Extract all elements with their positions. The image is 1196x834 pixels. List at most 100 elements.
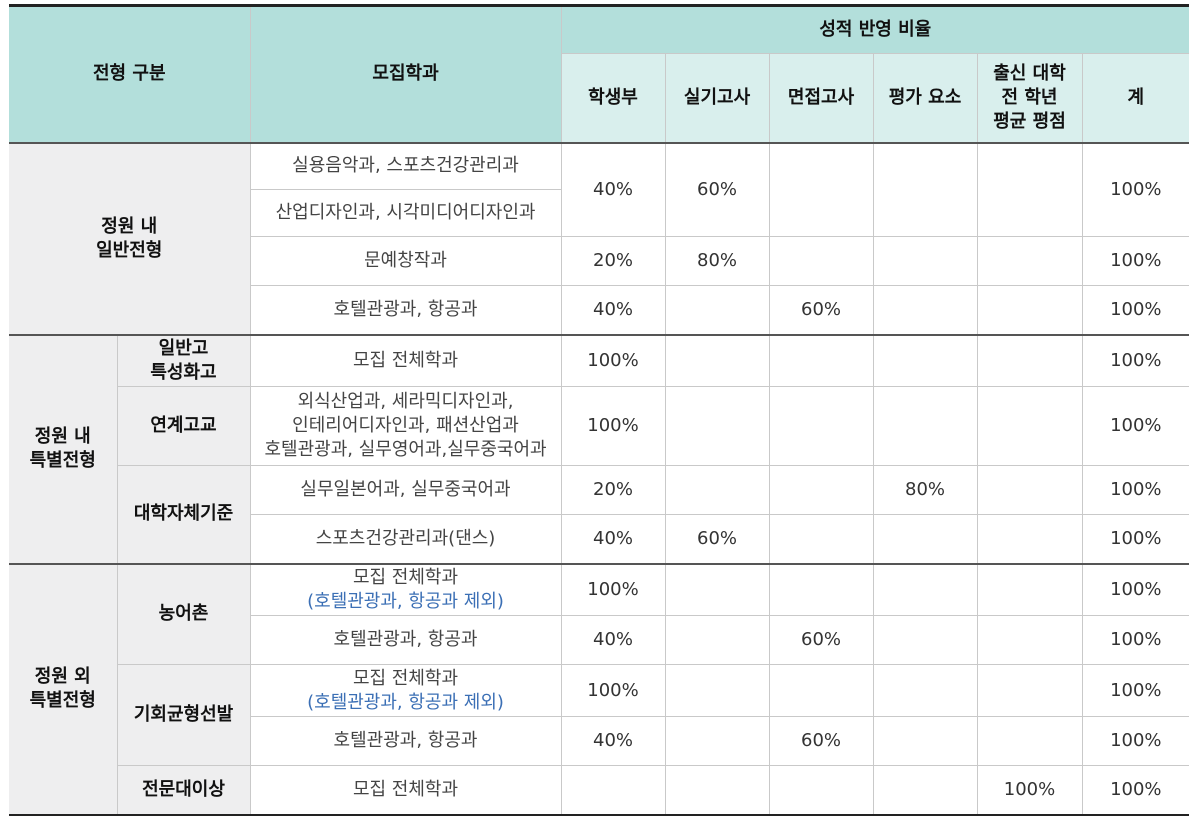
subtype-label-line2: 특성화고	[150, 361, 217, 383]
header-university-gpa-line3: 평균 평점	[993, 110, 1066, 132]
department-cell: 모집 전체학과 (호텔관광과, 항공과 제외)	[249, 562, 562, 616]
admission-score-table: 전형 구분 모집학과 성적 반영 비율 학생부 실기고사 면접고사 평가 요소 …	[9, 4, 1190, 816]
group-label-line1: 정원 외	[34, 666, 91, 687]
ratio-cell	[872, 716, 978, 766]
table-row: 대학자체기준 실무일본어과, 실무중국어과 20% 80% 100%	[9, 465, 1190, 564]
header-university-gpa-line1: 출신 대학	[993, 62, 1066, 84]
department-cell: 외식산업과, 세라믹디자인과, 인테리어디자인과, 패션산업과 호텔관광과, 실…	[249, 386, 562, 466]
ratio-cell	[768, 386, 874, 466]
ratio-cell	[872, 765, 978, 815]
ratio-cell	[976, 664, 1083, 717]
ratio-cell: 100%	[560, 386, 666, 466]
header-row-top: 전형 구분 모집학과 성적 반영 비율	[9, 5, 1190, 143]
ratio-cell: 60%	[664, 141, 770, 237]
ratio-cell	[768, 465, 874, 515]
header-total: 계	[1081, 53, 1190, 143]
ratio-cell	[976, 386, 1083, 466]
table-row: 호텔관광과, 항공과 40% 60% 100%	[9, 285, 1190, 335]
ratio-cell: 100%	[560, 664, 666, 717]
table-row: 정원 내 일반전형 실용음악과, 스포츠건강관리과 40% 60% 100%	[9, 141, 1190, 335]
table-row: 전문대이상 모집 전체학과 100% 100%	[9, 765, 1190, 815]
total-cell: 100%	[1081, 716, 1190, 766]
subtype-rural: 농어촌	[116, 562, 251, 665]
header-university-gpa: 출신 대학 전 학년 평균 평점	[976, 53, 1083, 143]
total-cell: 100%	[1081, 664, 1190, 717]
department-cell: 실용음악과, 스포츠건강관리과	[249, 141, 562, 190]
ratio-cell	[768, 333, 874, 387]
ratio-cell: 40%	[560, 285, 666, 335]
table-row: 스포츠건강관리과(댄스) 40% 60% 100%	[9, 514, 1190, 564]
subtype-university-criteria: 대학자체기준	[117, 465, 251, 564]
ratio-cell	[872, 562, 978, 616]
ratio-cell	[872, 615, 978, 665]
ratio-cell	[976, 285, 1083, 335]
department-line: 호텔관광과, 실무영어과,실무중국어과	[264, 439, 547, 460]
department-note: (호텔관광과, 항공과 제외)	[307, 691, 504, 713]
header-department: 모집학과	[249, 5, 562, 143]
ratio-cell	[976, 615, 1083, 665]
subtype-college-graduate: 전문대이상	[117, 765, 251, 815]
ratio-cell	[872, 386, 978, 466]
ratio-cell	[976, 236, 1083, 286]
ratio-cell	[976, 716, 1083, 766]
department-cell: 모집 전체학과	[249, 765, 562, 815]
department-cell: 모집 전체학과	[249, 333, 562, 387]
ratio-cell	[872, 514, 978, 564]
ratio-cell	[976, 465, 1083, 515]
ratio-cell: 40%	[560, 716, 666, 766]
department-note: (호텔관광과, 항공과 제외)	[307, 590, 504, 612]
ratio-cell	[664, 465, 770, 515]
total-cell: 100%	[1081, 386, 1190, 466]
subtype-general-vocational: 일반고 특성화고	[116, 333, 251, 387]
table-row: 정원 내 특별전형 일반고 특성화고 모집 전체학과 100% 100%	[9, 333, 1190, 564]
ratio-cell	[976, 562, 1083, 616]
group-extra-special: 정원 외 특별전형	[9, 562, 118, 815]
department-cell: 호텔관광과, 항공과	[250, 285, 562, 335]
header-interview: 면접고사	[768, 53, 874, 143]
department-cell: 호텔관광과, 항공과	[250, 716, 562, 766]
department-line: 외식산업과, 세라믹디자인과,	[297, 391, 514, 412]
ratio-cell: 40%	[560, 141, 666, 237]
total-cell: 100%	[1081, 765, 1190, 815]
ratio-cell: 100%	[560, 562, 666, 616]
table-row: 정원 외 특별전형 농어촌 모집 전체학과 (호텔관광과, 항공과 제외) 10…	[9, 562, 1190, 815]
department-line: 모집 전체학과	[352, 667, 459, 689]
ratio-cell: 60%	[664, 514, 770, 564]
total-cell: 100%	[1081, 333, 1190, 387]
header-score-ratio: 성적 반영 비율	[560, 5, 1190, 54]
ratio-cell: 20%	[560, 236, 666, 286]
ratio-cell	[664, 615, 770, 665]
ratio-cell	[872, 333, 978, 387]
table-row: 연계고교 외식산업과, 세라믹디자인과, 인테리어디자인과, 패션산업과 호텔관…	[9, 386, 1190, 466]
subtype-opportunity-balance: 기회균형선발	[117, 664, 251, 766]
ratio-cell: 20%	[560, 465, 666, 515]
ratio-cell	[768, 765, 874, 815]
total-cell: 100%	[1081, 562, 1190, 616]
ratio-cell	[872, 285, 978, 335]
ratio-cell: 100%	[560, 333, 666, 387]
ratio-cell	[664, 765, 770, 815]
ratio-cell	[768, 562, 874, 616]
ratio-cell: 80%	[664, 236, 770, 286]
total-cell: 100%	[1081, 285, 1190, 335]
table-row: 기회균형선발 모집 전체학과 (호텔관광과, 항공과 제외) 100% 100%	[9, 664, 1190, 766]
total-cell: 100%	[1081, 141, 1190, 237]
group-label-line2: 특별전형	[29, 690, 96, 711]
header-practical-exam: 실기고사	[664, 53, 770, 143]
ratio-cell: 40%	[560, 514, 666, 564]
admission-table-wrapper: 전형 구분 모집학과 성적 반영 비율 학생부 실기고사 면접고사 평가 요소 …	[9, 4, 1190, 816]
ratio-cell	[768, 514, 874, 564]
header-school-record: 학생부	[561, 53, 666, 143]
department-cell: 호텔관광과, 항공과	[250, 615, 562, 665]
ratio-cell	[872, 236, 978, 286]
total-cell: 100%	[1081, 236, 1190, 286]
table-row: 산업디자인과, 시각미디어디자인과	[9, 189, 1189, 237]
ratio-cell	[664, 716, 770, 766]
ratio-cell	[872, 664, 978, 717]
header-admission-type: 전형 구분	[9, 5, 251, 143]
ratio-cell	[664, 562, 770, 616]
group-label-line2: 일반전형	[96, 239, 163, 261]
department-cell: 문예창작과	[250, 236, 562, 286]
ratio-cell: 80%	[872, 465, 978, 515]
group-label-line2: 특별전형	[29, 450, 96, 471]
